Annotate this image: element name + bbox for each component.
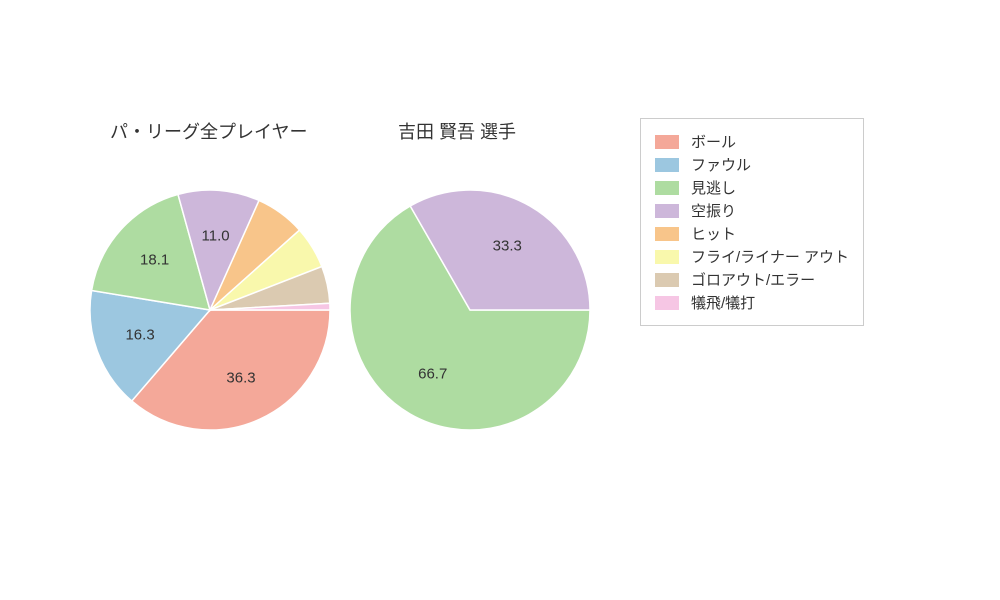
pie-slice-label: 33.3 xyxy=(493,237,522,254)
pie-slice-label: 36.3 xyxy=(226,369,255,386)
legend-swatch xyxy=(655,158,679,172)
legend-item: ヒット xyxy=(655,223,849,244)
legend: ボールファウル見逃し空振りヒットフライ/ライナー アウトゴロアウト/エラー犠飛/… xyxy=(640,118,864,326)
pie-svg xyxy=(350,190,590,430)
chart-container: { "background_color": "#ffffff", "title_… xyxy=(0,0,1000,600)
legend-swatch xyxy=(655,181,679,195)
legend-swatch xyxy=(655,296,679,310)
legend-label: 犠飛/犠打 xyxy=(691,292,755,313)
pie-slice-label: 11.0 xyxy=(202,227,230,244)
legend-item: ゴロアウト/エラー xyxy=(655,269,849,290)
legend-item: 犠飛/犠打 xyxy=(655,292,849,313)
legend-item: 空振り xyxy=(655,200,849,221)
legend-swatch xyxy=(655,273,679,287)
legend-label: ファウル xyxy=(691,154,751,175)
legend-item: フライ/ライナー アウト xyxy=(655,246,849,267)
legend-swatch xyxy=(655,135,679,149)
pie-slice-label: 18.1 xyxy=(140,252,169,269)
pie-slice-label: 16.3 xyxy=(125,327,154,344)
legend-item: ファウル xyxy=(655,154,849,175)
pie-chart-league: 36.3 16.3 18.1 11.0 xyxy=(90,190,330,430)
pie-slice-label: 66.7 xyxy=(418,366,447,383)
legend-swatch xyxy=(655,227,679,241)
legend-item: ボール xyxy=(655,131,849,152)
pie-chart-player: 66.7 33.3 xyxy=(350,190,590,430)
legend-label: ヒット xyxy=(691,223,736,244)
legend-label: 見逃し xyxy=(691,177,736,198)
pie-title-player: 吉田 賢吾 選手 xyxy=(398,118,516,144)
legend-label: ボール xyxy=(691,131,736,152)
legend-label: 空振り xyxy=(691,200,736,221)
legend-label: ゴロアウト/エラー xyxy=(691,269,815,290)
legend-item: 見逃し xyxy=(655,177,849,198)
pie-svg xyxy=(90,190,330,430)
legend-label: フライ/ライナー アウト xyxy=(691,246,849,267)
legend-swatch xyxy=(655,250,679,264)
pie-title-league: パ・リーグ全プレイヤー xyxy=(110,118,307,144)
legend-swatch xyxy=(655,204,679,218)
